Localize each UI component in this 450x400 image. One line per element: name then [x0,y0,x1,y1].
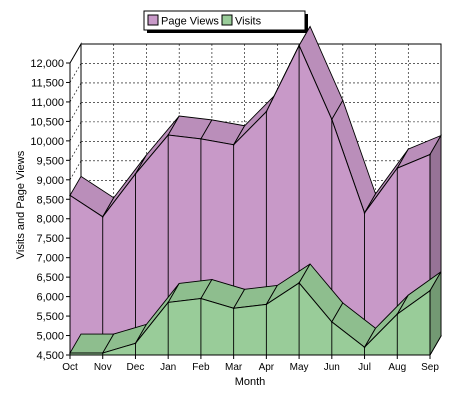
x-tick-label-mar: Mar [225,362,243,373]
data-point-visits-apr [265,303,268,306]
y-tick-label: 9,000 [36,175,64,187]
data-point-visits-jan [167,301,169,304]
x-tick-label-jan: Jan [160,362,176,373]
data-point-visits-feb [200,297,202,300]
legend-label-visits: Visits [235,16,262,28]
data-point-page-views-aug [396,167,399,169]
y-tick-label: 7,500 [36,233,64,245]
x-tick-labels: Oct Nov Dec Jan Feb Mar Apr May Jun Jul Aug Sep [62,362,439,373]
y-tick-label: 11,500 [31,77,64,89]
x-tick-label-may: May [290,362,309,373]
data-point-visits-sep [429,289,431,292]
x-tick-label-jul: Jul [358,362,371,373]
x-tick-label-nov: Nov [94,362,112,373]
y-tick-label: 10,000 [30,136,64,148]
legend-swatch-visits [221,14,233,26]
axes [66,62,431,359]
data-point-visits-mar [232,307,235,310]
data-point-page-views-mar [232,143,235,146]
data-point-visits-jun [331,321,333,323]
data-point-visits-aug [396,313,399,315]
legend-label-page-views: Page Views [161,16,219,28]
data-point-page-views-jun [331,118,333,121]
y-tick-label: 5,500 [36,311,64,323]
x-tick-label-dec: Dec [127,362,145,373]
series-visits [69,263,442,357]
data-point-page-views-nov [101,215,104,218]
y-tick-label: 12,000 [30,58,64,70]
data-point-visits-jul [363,346,366,349]
data-point-page-views-may [298,44,300,47]
data-point-visits-may [298,282,300,284]
y-tick-label: 8,500 [36,194,64,206]
x-tick-label-jun: Jun [324,362,340,373]
y-tick-label: 5,000 [36,331,64,343]
x-tick-label-sep: Sep [421,362,439,373]
y-tick-label: 6,500 [36,272,64,284]
y-tick-labels: 4,500 5,000 5,500 6,000 6,500 7,000 7,500 8,000… [30,58,64,362]
x-axis-title: Month [235,376,266,388]
data-point-page-views-jan [167,134,169,136]
data-point-page-views-feb [200,138,202,140]
legend: Page Views Visits [143,10,308,33]
series-areas [69,25,443,357]
y-tick-label: 7,000 [36,253,64,265]
y-axis-title: Visits and Page Views [15,150,27,259]
y-tick-label: 9,500 [36,155,64,167]
x-tick-label-apr: Apr [259,362,275,373]
y-tick-label: 8,000 [36,214,64,226]
y-tick-label: 11,000 [31,97,64,109]
y-tick-label: 10,500 [30,116,64,128]
data-point-visits-nov [101,352,104,354]
data-point-page-views-apr [265,110,268,113]
data-point-page-views-jul [363,212,366,214]
y-tick-label: 4,500 [36,350,64,362]
legend-swatch-page-views [147,14,159,26]
y-tick-label: 6,000 [36,292,64,304]
data-point-page-views-dec [134,173,137,175]
x-tick-label-oct: Oct [62,362,78,373]
x-tick-label-aug: Aug [388,362,406,373]
x-tick-label-feb: Feb [192,362,210,373]
data-point-visits-dec [134,342,137,345]
data-point-page-views-sep [429,153,431,156]
